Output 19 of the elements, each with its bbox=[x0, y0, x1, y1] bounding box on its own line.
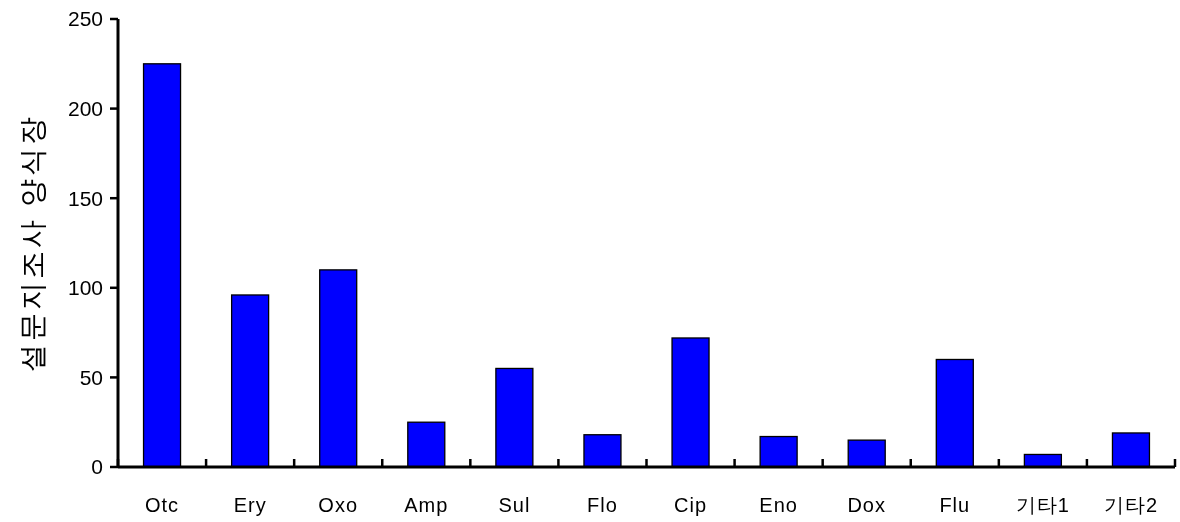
y-axis-title: 설문지조사 양식장 bbox=[17, 113, 48, 373]
x-tick-label: Flu bbox=[939, 494, 971, 516]
y-tick-label: 100 bbox=[67, 276, 103, 300]
x-tick-label: Sul bbox=[498, 494, 531, 516]
y-tick-label: 250 bbox=[67, 7, 103, 31]
x-tick-label: Eno bbox=[759, 494, 798, 516]
x-tick-label: 기타1 bbox=[1015, 494, 1070, 516]
x-tick-label: Dox bbox=[847, 494, 886, 516]
x-tick-label: Otc bbox=[144, 494, 180, 516]
x-tick-label: Flo bbox=[587, 494, 618, 516]
x-tick-label: 기타2 bbox=[1103, 494, 1159, 516]
y-tick-label: 150 bbox=[67, 186, 103, 210]
y-tick-label: 200 bbox=[67, 96, 103, 120]
x-tick-label: Amp bbox=[404, 494, 449, 516]
y-tick-label: 50 bbox=[79, 365, 103, 389]
y-tick-label: 0 bbox=[91, 455, 103, 479]
x-tick-label: Oxo bbox=[318, 494, 359, 516]
x-tick-label: Cip bbox=[674, 494, 708, 516]
x-tick-label: Ery bbox=[233, 494, 267, 516]
